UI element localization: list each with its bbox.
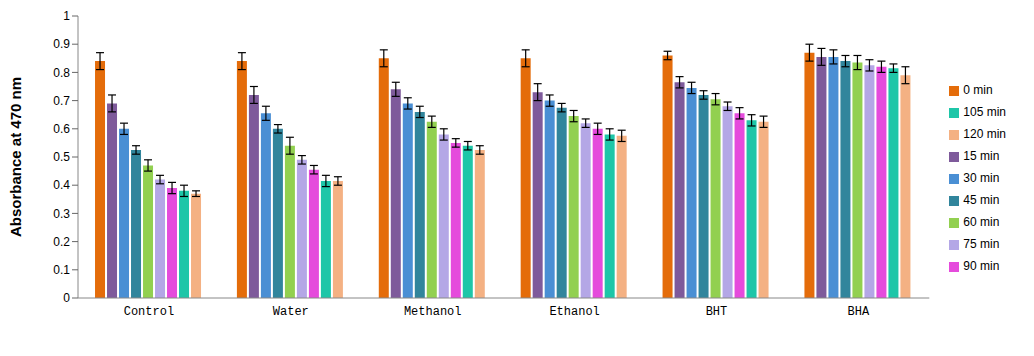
svg-text:BHT: BHT (706, 305, 728, 319)
svg-text:0.7: 0.7 (53, 94, 70, 108)
html-text:75 min: 75 min (963, 237, 1000, 251)
svg-text:Control: Control (124, 305, 174, 319)
html-text:30 min: 30 min (963, 171, 1000, 185)
svg-text:0.6: 0.6 (53, 122, 70, 136)
svg-text:1: 1 (63, 9, 70, 23)
html-text:0 min: 0 min (963, 83, 993, 97)
html-text:90 min: 90 min (963, 259, 1000, 273)
svg-text:0.2: 0.2 (53, 235, 70, 249)
svg-text:0.8: 0.8 (53, 66, 70, 80)
svg-text:0.4: 0.4 (53, 178, 70, 192)
svg-text:Ethanol: Ethanol (549, 305, 599, 319)
svg-text:0: 0 (63, 291, 70, 305)
svg-text:0.3: 0.3 (53, 207, 70, 221)
svg-text:0.1: 0.1 (53, 263, 70, 277)
svg-text:Methanol: Methanol (404, 305, 462, 319)
svg-text:0.9: 0.9 (53, 37, 70, 51)
html-text:120 min: 120 min (963, 127, 1006, 141)
html-text:15 min: 15 min (963, 149, 1000, 163)
svg-text:Water: Water (273, 305, 309, 319)
html-text:105 min: 105 min (963, 105, 1006, 119)
svg-text:BHA: BHA (848, 305, 870, 319)
svg-text:0.5: 0.5 (53, 150, 70, 164)
html-text:60 min: 60 min (963, 215, 1000, 229)
svg-text:Absorbance at 470 nm: Absorbance at 470 nm (8, 77, 24, 237)
html-text:45 min: 45 min (963, 193, 1000, 207)
